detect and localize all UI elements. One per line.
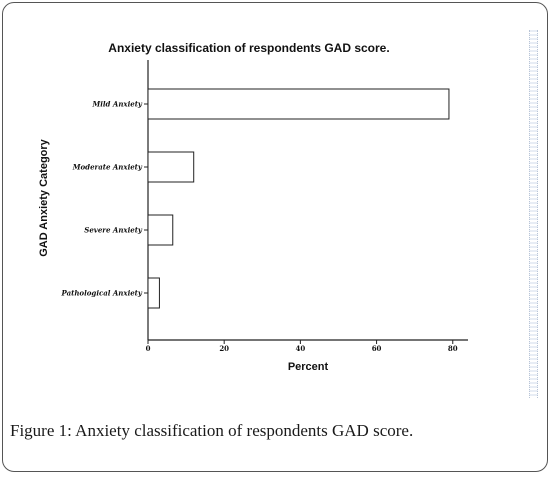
caption-text: Anxiety classification of respondents GA… [71,421,414,440]
bar-mild-anxiety [147,88,450,120]
bar-chart: Anxiety classification of respondents GA… [38,41,468,373]
caption-label: Figure 1: [10,421,72,440]
figure-caption: Figure 1: Anxiety classification of resp… [10,421,540,441]
category-label: Severe Anxiety [84,226,143,235]
category-label: Mild Anxiety [91,100,142,109]
bar-severe-anxiety [147,214,174,246]
figure-frame [2,2,548,472]
x-tick-label: 20 [219,344,229,353]
plot-area: Mild Anxiety Moderate Anxiety Severe Anxie… [61,60,468,353]
bar-pathological-anxiety [147,277,160,309]
y-axis-title: GAD Anxiety Category [38,138,50,256]
x-tick-label: 60 [372,344,382,353]
x-tick-label: 40 [296,344,306,353]
x-tick-label: 80 [448,344,458,353]
bar-moderate-anxiety [147,151,195,183]
chart-title: Anxiety classification of respondents GA… [108,41,389,55]
scrollbar-track[interactable] [529,30,538,398]
x-axis-title: Percent [288,361,329,373]
x-tick-label: 0 [146,344,151,353]
category-label: Pathological Anxiety [61,289,143,298]
category-label: Moderate Anxiety [72,163,143,172]
